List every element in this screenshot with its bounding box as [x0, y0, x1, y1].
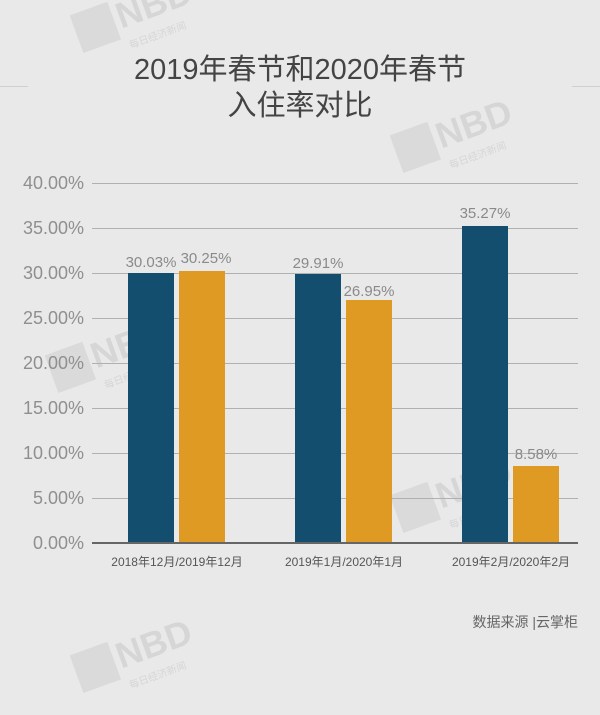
chart-title-line1: 2019年春节和2020年春节 [133, 54, 467, 86]
y-tick: 35.00% [22, 218, 84, 238]
y-tick: 10.00% [22, 443, 84, 463]
value-label: 8.58% [514, 446, 558, 463]
chart-title-line2: 入住率对比 [227, 90, 373, 122]
bar-2019-feb [462, 226, 508, 543]
x-category-label: 2019年2月/2020年2月 [451, 555, 571, 569]
y-tick: 30.00% [22, 263, 84, 283]
x-category-label: 2018年12月/2019年12月 [111, 555, 243, 569]
y-tick: 5.00% [32, 488, 84, 508]
gridline [92, 273, 578, 274]
x-axis [92, 542, 578, 544]
y-tick: 15.00% [22, 398, 84, 418]
y-tick: 20.00% [22, 353, 84, 373]
value-label: 35.27% [459, 205, 511, 222]
gridline [92, 183, 578, 184]
y-tick: 25.00% [22, 308, 84, 328]
bar-2020-jan [346, 300, 392, 543]
y-tick: 0.00% [32, 533, 84, 553]
title-divider-left [0, 86, 28, 87]
y-tick: 40.00% [22, 173, 84, 193]
title-divider-right [572, 86, 600, 87]
bar-2019-dec [128, 273, 174, 543]
value-label: 30.03% [125, 254, 177, 271]
bar-2019-jan [295, 274, 341, 543]
data-source-note: 数据来源 |云掌柜 [472, 614, 578, 630]
value-label: 26.95% [343, 283, 395, 300]
bar-2020-feb [513, 466, 559, 543]
gridline [92, 228, 578, 229]
chart-title: 2019年春节和2020年春节 入住率对比 [0, 52, 600, 124]
value-label: 29.91% [292, 255, 344, 272]
bar-2020-dec [179, 271, 225, 543]
x-category-label: 2019年1月/2020年1月 [284, 555, 404, 569]
value-label: 30.25% [180, 250, 232, 267]
